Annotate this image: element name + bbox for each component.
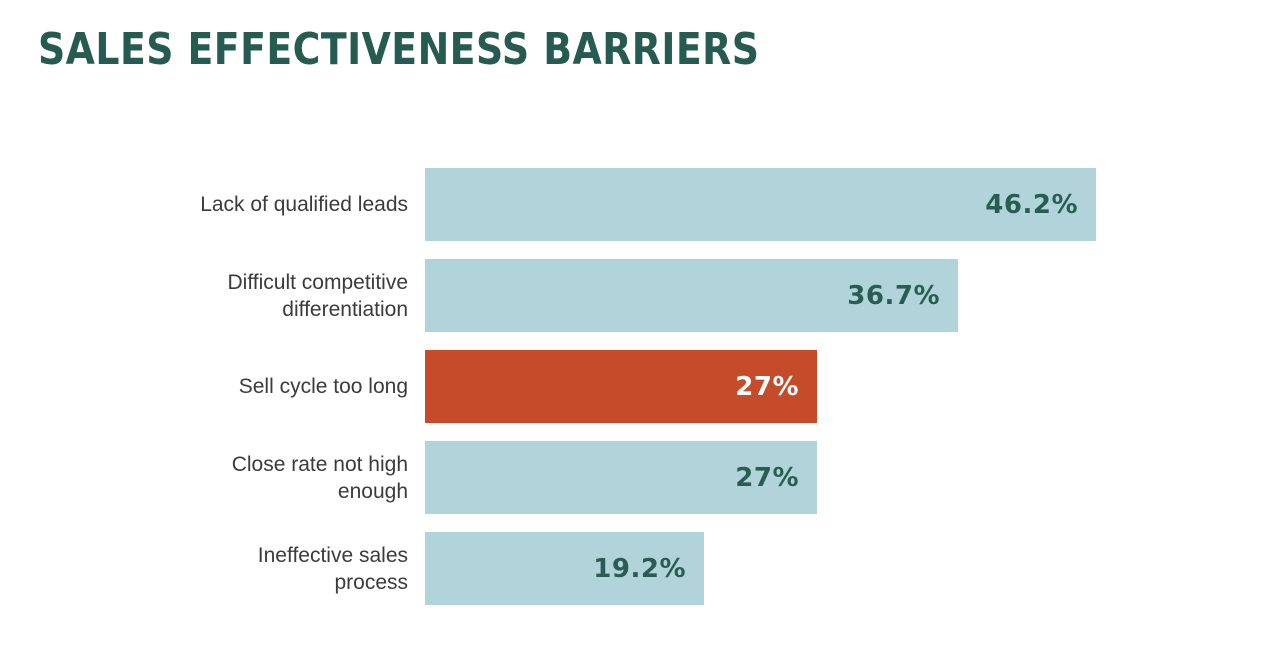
bar-track: 27% (425, 441, 1280, 514)
chart-row: Sell cycle too long 27% (0, 350, 1280, 423)
value-label: 27% (735, 462, 799, 493)
category-label: Lack of qualified leads (200, 193, 408, 216)
chart-row: Lack of qualified leads 46.2% (0, 168, 1280, 241)
category-label: Close rate not high enough (231, 452, 408, 503)
bar: 36.7% (425, 259, 958, 332)
bar-track: 19.2% (425, 532, 1280, 605)
bar: 27% (425, 350, 817, 423)
bar-track: 46.2% (425, 168, 1280, 241)
bar: 27% (425, 441, 817, 514)
bar-chart: Lack of qualified leads 46.2% Difficult … (0, 168, 1280, 623)
bar-track: 36.7% (425, 259, 1280, 332)
chart-row: Difficult competitive differentiation 36… (0, 259, 1280, 332)
value-label: 46.2% (985, 189, 1078, 220)
category-label: Ineffective sales process (257, 543, 408, 594)
value-label: 27% (735, 371, 799, 402)
category-label: Difficult competitive differentiation (227, 270, 408, 321)
category-label: Sell cycle too long (238, 375, 408, 398)
chart-row: Close rate not high enough 27% (0, 441, 1280, 514)
bar: 19.2% (425, 532, 704, 605)
bar: 46.2% (425, 168, 1096, 241)
chart-title: SALES EFFECTIVENESS BARRIERS (38, 24, 760, 75)
chart-row: Ineffective sales process 19.2% (0, 532, 1280, 605)
value-label: 19.2% (593, 553, 686, 584)
value-label: 36.7% (847, 280, 940, 311)
bar-track: 27% (425, 350, 1280, 423)
